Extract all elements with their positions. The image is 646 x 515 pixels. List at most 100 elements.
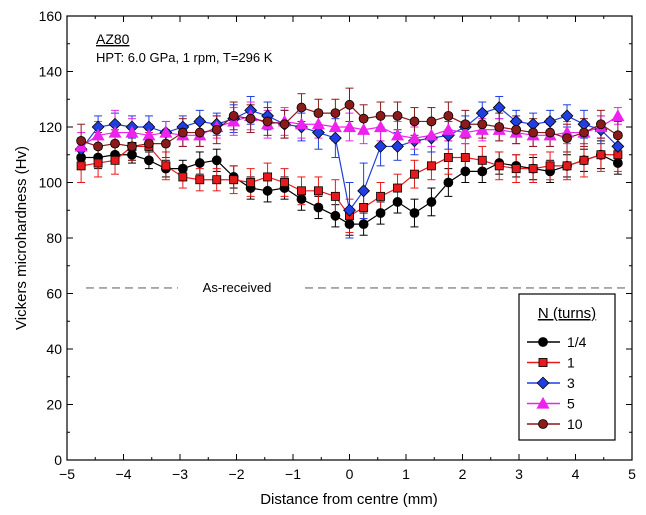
data-point bbox=[443, 111, 454, 121]
data-point bbox=[358, 219, 369, 230]
y-tick-label: 140 bbox=[39, 64, 63, 80]
data-point bbox=[93, 141, 103, 152]
data-point bbox=[178, 172, 188, 182]
data-point bbox=[211, 155, 222, 166]
legend-marker bbox=[538, 419, 548, 429]
data-point bbox=[313, 202, 324, 213]
data-point bbox=[296, 194, 307, 205]
reference-line-label: As-received bbox=[203, 280, 272, 295]
y-tick-label: 40 bbox=[46, 341, 62, 357]
data-point bbox=[424, 128, 438, 141]
data-point bbox=[562, 161, 572, 171]
conditions-label: HPT: 6.0 GPa, 1 rpm, T=296 K bbox=[96, 50, 273, 65]
x-tick-label: −4 bbox=[116, 466, 132, 482]
data-point bbox=[443, 153, 453, 162]
legend-items: 1/4 1 3 5 10 bbox=[527, 334, 587, 432]
data-point bbox=[358, 113, 369, 124]
data-point bbox=[294, 117, 309, 130]
legend-label: 1 bbox=[567, 355, 575, 371]
legend-marker bbox=[538, 337, 548, 347]
data-point bbox=[528, 127, 539, 138]
data-point bbox=[579, 155, 589, 165]
data-point bbox=[193, 115, 207, 128]
data-point bbox=[246, 178, 256, 187]
data-point bbox=[108, 125, 122, 138]
data-point bbox=[311, 117, 325, 130]
x-tick-label: 1 bbox=[402, 466, 410, 482]
data-point bbox=[390, 128, 405, 141]
data-point bbox=[460, 166, 471, 177]
data-point bbox=[343, 203, 356, 217]
data-point bbox=[612, 158, 623, 168]
data-point bbox=[477, 119, 488, 130]
data-point bbox=[596, 150, 606, 160]
data-point bbox=[511, 164, 521, 174]
y-tick-label: 20 bbox=[46, 397, 62, 413]
data-point bbox=[279, 119, 290, 130]
legend-marker bbox=[536, 396, 550, 409]
legend-label: 5 bbox=[567, 396, 575, 412]
y-tick-label: 60 bbox=[46, 286, 62, 302]
data-point bbox=[596, 119, 606, 130]
data-point bbox=[93, 158, 103, 168]
legend: N (turns) 1/4 1 3 5 10 bbox=[518, 293, 616, 441]
x-tick-label: 5 bbox=[628, 466, 636, 482]
data-point bbox=[494, 122, 505, 132]
data-point bbox=[229, 175, 239, 185]
data-point bbox=[76, 161, 86, 171]
data-point bbox=[611, 109, 625, 121]
data-point bbox=[376, 191, 386, 201]
data-point bbox=[426, 161, 436, 171]
y-tick-label: 80 bbox=[46, 230, 62, 246]
data-point bbox=[160, 138, 171, 149]
tick-layer: −5 −4 −3 −2 −1 0 1 2 3 4 5 0 20 40 60 80 100 120 140 160 bbox=[39, 8, 636, 482]
data-point bbox=[374, 140, 387, 153]
data-point bbox=[144, 138, 154, 149]
data-point bbox=[545, 127, 555, 138]
data-point bbox=[393, 183, 402, 193]
data-point bbox=[391, 140, 404, 153]
data-point bbox=[579, 127, 589, 138]
data-point bbox=[611, 140, 625, 153]
data-point bbox=[328, 131, 342, 145]
data-point bbox=[76, 135, 87, 146]
legend-marker bbox=[538, 358, 548, 367]
y-tick-label: 160 bbox=[39, 8, 63, 24]
x-axis-label: Distance from centre (mm) bbox=[260, 491, 438, 508]
data-point bbox=[161, 161, 171, 171]
data-point bbox=[297, 186, 306, 196]
data-point bbox=[211, 124, 222, 135]
data-point bbox=[344, 99, 355, 110]
data-point bbox=[159, 125, 173, 138]
data-point bbox=[330, 210, 341, 221]
x-tick-label: 2 bbox=[459, 466, 467, 482]
x-tick-label: 0 bbox=[346, 466, 354, 482]
data-point bbox=[443, 177, 454, 188]
data-point bbox=[458, 125, 472, 138]
data-point bbox=[426, 116, 437, 127]
data-point bbox=[227, 114, 241, 127]
x-tick-label: −5 bbox=[59, 466, 75, 482]
data-point bbox=[195, 175, 205, 185]
data-point bbox=[344, 219, 355, 230]
data-point bbox=[460, 119, 471, 130]
data-point bbox=[545, 161, 555, 171]
data-point bbox=[228, 111, 239, 121]
data-point bbox=[263, 172, 273, 182]
data-point bbox=[511, 124, 522, 135]
data-point bbox=[194, 158, 205, 168]
data-point bbox=[357, 123, 371, 135]
data-point bbox=[110, 155, 120, 165]
data-point bbox=[460, 153, 470, 162]
legend-box bbox=[518, 293, 616, 441]
data-point bbox=[477, 166, 488, 177]
data-point bbox=[560, 109, 574, 123]
data-point bbox=[359, 203, 369, 212]
data-point bbox=[357, 184, 371, 198]
data-point bbox=[375, 208, 386, 218]
legend-title: N (turns) bbox=[538, 305, 596, 322]
data-point bbox=[177, 163, 188, 174]
data-point bbox=[144, 155, 154, 166]
y-axis-label: Vickers microhardness (Hv) bbox=[13, 146, 30, 330]
